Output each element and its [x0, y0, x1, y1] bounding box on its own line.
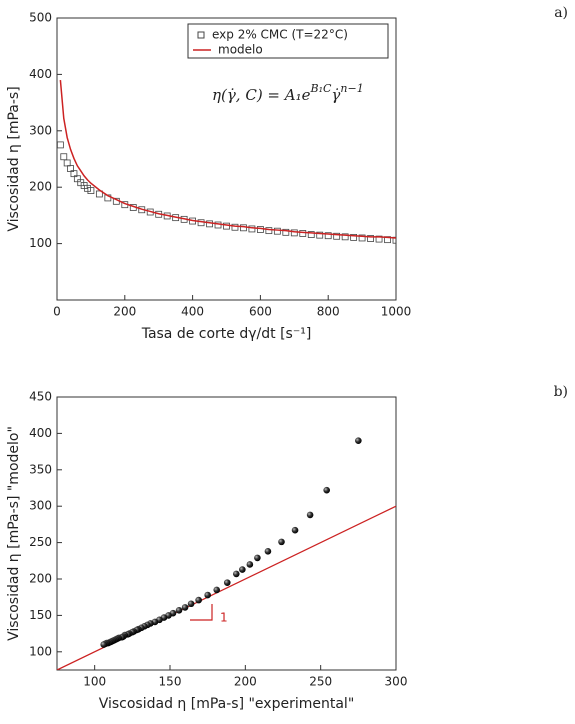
data-point: [254, 554, 261, 562]
annotation: 1: [220, 611, 228, 625]
y-tick-label: 400: [29, 67, 52, 81]
data-point: [175, 607, 183, 614]
x-tick-label: 1000: [381, 305, 412, 319]
y-tick-label: 300: [29, 123, 52, 137]
y-tick-label: 450: [29, 390, 52, 404]
legend-box: [187, 23, 389, 59]
data-point: [204, 591, 211, 599]
annotation-part: n−1: [340, 82, 363, 95]
data-point: [231, 223, 239, 231]
data-point: [367, 235, 374, 242]
annotation-part: B₁C: [310, 82, 332, 95]
data-point: [248, 225, 256, 233]
data-point: [290, 229, 298, 237]
data-point: [358, 234, 366, 242]
x-tick-label: 300: [385, 675, 408, 689]
y-tick-label: 100: [29, 236, 52, 250]
data-point: [239, 566, 246, 573]
y-tick-label: 200: [29, 180, 52, 194]
annotation-part: η(γ̇, C) = A₁e: [212, 86, 311, 104]
plot-frame: [56, 17, 397, 301]
data-point: [324, 232, 332, 240]
data-point: [299, 230, 307, 237]
x-tick-label: 600: [249, 305, 272, 319]
panel-label: b): [554, 384, 568, 400]
x-tick-label: 800: [317, 305, 340, 319]
data-point: [60, 153, 68, 161]
data-point: [316, 231, 324, 239]
x-tick-label: 100: [83, 675, 106, 689]
data-point: [100, 641, 108, 648]
data-point: [265, 227, 273, 235]
data-point: [278, 538, 285, 546]
plot-frame: [56, 396, 397, 671]
data-point: [63, 159, 71, 167]
y-tick-label: 350: [29, 462, 52, 476]
y-tick-label: 150: [29, 608, 52, 622]
x-tick-label: 200: [234, 675, 257, 689]
model-line: [59, 79, 396, 239]
data-point: [323, 486, 330, 494]
legend-label: modelo: [218, 43, 263, 57]
data-point: [291, 526, 299, 534]
data-point: [350, 233, 358, 241]
legend: exp 2% CMC (T=22°C)modelo: [187, 23, 389, 59]
data-point: [195, 596, 202, 604]
data-point: [246, 561, 254, 568]
data-point: [273, 227, 281, 235]
plot-area: [57, 437, 396, 670]
x-tick-label: 150: [159, 675, 182, 689]
data-point: [57, 141, 64, 149]
y-tick-label: 300: [29, 499, 52, 513]
y-axis-label: Viscosidad η [mPa-s] "modelo": [6, 426, 22, 641]
annotation: η(γ̇, C) = A₁eB₁Cγ̇n−1: [212, 82, 364, 104]
y-tick-label: 250: [29, 535, 52, 549]
data-point: [223, 579, 231, 586]
data-point: [213, 586, 221, 594]
x-tick-label: 200: [113, 305, 136, 319]
x-tick-label: 400: [181, 305, 204, 319]
data-point: [264, 548, 272, 555]
y-axis-label: Viscosidad η [mPa-s]: [6, 86, 22, 231]
data-point: [333, 232, 341, 240]
slope-triangle: [190, 604, 213, 621]
legend-swatch: [197, 31, 205, 39]
data-point: [232, 570, 240, 578]
y-tick-label: 100: [29, 644, 52, 658]
annotation-part: γ̇: [331, 86, 340, 104]
y-tick-label: 200: [29, 572, 52, 586]
data-point: [306, 511, 314, 519]
legend-label: exp 2% CMC (T=22°C): [212, 28, 348, 42]
data-point: [181, 604, 189, 611]
x-tick-label: 0: [53, 305, 61, 319]
x-axis-label: Viscosidad η [mPa-s] "experimental": [99, 696, 355, 712]
data-point: [307, 231, 315, 238]
y-tick-label: 400: [29, 426, 52, 440]
data-point: [341, 233, 349, 241]
data-point: [282, 228, 290, 236]
data-point: [392, 236, 396, 244]
data-point: [256, 226, 264, 233]
data-point: [87, 187, 95, 194]
x-tick-label: 250: [309, 675, 332, 689]
data-point: [240, 224, 247, 232]
x-axis-label: Tasa de corte dγ/dt [s⁻¹]: [141, 326, 312, 342]
data-point: [95, 190, 103, 198]
plot-area: [57, 79, 396, 244]
data-point: [187, 600, 195, 608]
data-point: [355, 437, 362, 444]
panel-label: a): [554, 5, 568, 21]
y-tick-label: 500: [29, 11, 52, 25]
